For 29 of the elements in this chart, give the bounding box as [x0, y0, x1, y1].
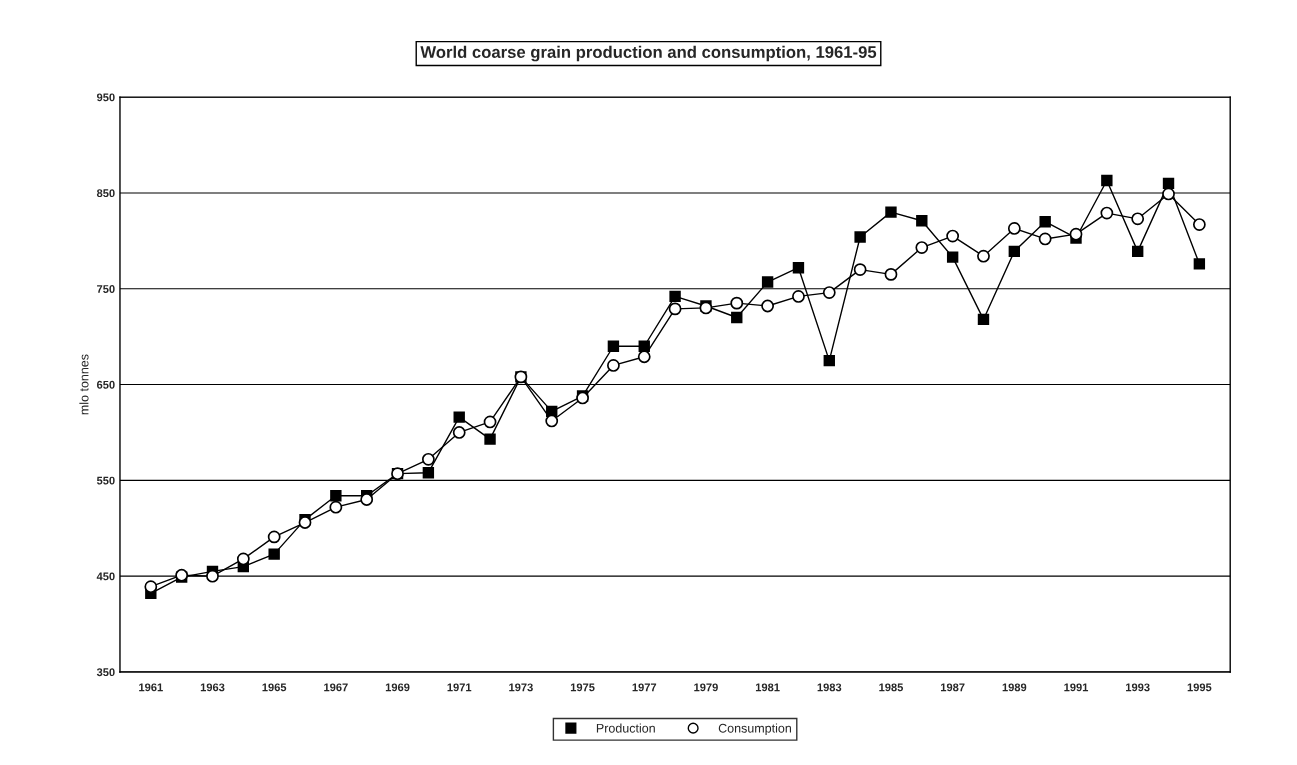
y-tick-label: 650 [96, 380, 115, 389]
x-tick-label: 1975 [570, 683, 595, 692]
x-tick-label: 1981 [755, 683, 780, 692]
x-tick-label: 1963 [200, 683, 225, 692]
y-tick-label: 950 [96, 93, 115, 102]
y-tick-label: 450 [96, 572, 115, 581]
y-tick-label: 750 [97, 285, 115, 293]
x-tick-label: 1961 [139, 683, 163, 692]
x-tick-label: 1985 [879, 683, 904, 692]
x-tick-label: 1965 [262, 683, 287, 692]
y-tick-label: 850 [96, 189, 115, 198]
x-tick-label: 1995 [1187, 683, 1212, 692]
x-tick-label: 1973 [509, 683, 533, 692]
x-tick-label: 1971 [447, 683, 472, 692]
x-tick-label: 1987 [940, 683, 965, 692]
y-tick-label: 350 [96, 668, 115, 677]
y-tick-label: 550 [96, 476, 115, 485]
chart-title: World coarse grain production and consumption, 1961-95 [420, 45, 877, 62]
x-tick-label: 1993 [1126, 683, 1150, 692]
x-tick-label: 1967 [324, 683, 348, 692]
legend-label: Production [596, 723, 655, 733]
x-tick-label: 1979 [694, 683, 718, 692]
x-tick-label: 1983 [817, 683, 842, 692]
x-tick-label: 1969 [385, 683, 410, 692]
legend-label: Consumption [718, 723, 791, 736]
x-tick-label: 1989 [1002, 683, 1027, 692]
y-axis-title: mlo tonnes [79, 354, 89, 415]
x-tick-label: 1977 [632, 683, 657, 692]
x-tick-label: 1991 [1064, 683, 1089, 692]
